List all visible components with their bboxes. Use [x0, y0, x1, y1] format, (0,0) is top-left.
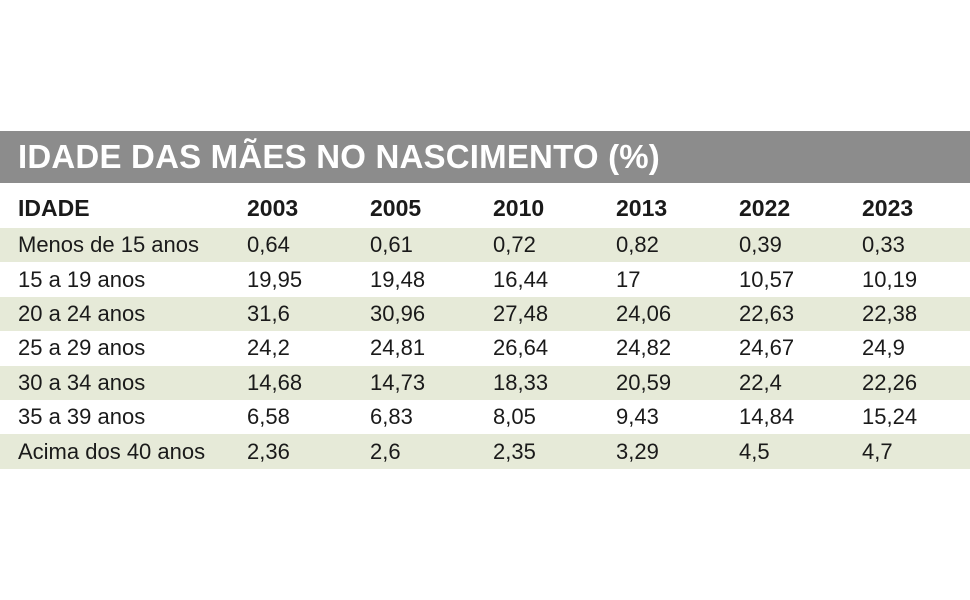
column-header-2010: 2010: [493, 195, 545, 221]
table-body: Menos de 15 anos 0,64 0,61 0,72 0,82 0,3…: [0, 228, 970, 469]
table-cell: 24,9: [845, 331, 970, 366]
column-header-2003: 2003: [247, 195, 299, 221]
table-cell: 4,7: [845, 434, 970, 469]
table-cell: 16,44: [476, 262, 599, 297]
table-cell: 6,83: [353, 399, 476, 435]
table-cell: 19,48: [353, 262, 476, 297]
table-cell: 24,82: [599, 331, 722, 366]
table-cell: 0,61: [353, 228, 476, 263]
table-cell: 26,64: [476, 331, 599, 366]
table-cell: 22,4: [722, 365, 845, 400]
table-row: 20 a 24 anos 31,6 30,96 27,48 24,06 22,6…: [0, 296, 970, 332]
column-header-idade: IDADE: [18, 195, 90, 221]
table-row: 30 a 34 anos 14,68 14,73 18,33 20,59 22,…: [0, 365, 970, 400]
table-cell: 2,36: [230, 434, 353, 469]
table-cell: 0,64: [230, 228, 353, 263]
table-cell: 24,2: [230, 331, 353, 366]
table-cell: 24,67: [722, 331, 845, 366]
infographic: IDADE DAS MÃES NO NASCIMENTO (%) IDADE 2…: [0, 131, 970, 469]
table-cell: 0,72: [476, 228, 599, 263]
row-label: 30 a 34 anos: [0, 365, 230, 400]
table-cell: 22,26: [845, 365, 970, 400]
table-cell: 4,5: [722, 434, 845, 469]
row-label: Menos de 15 anos: [0, 228, 230, 263]
table-cell: 0,82: [599, 228, 722, 263]
table-cell: 14,84: [722, 399, 845, 435]
table-cell: 14,68: [230, 365, 353, 400]
table-cell: 30,96: [353, 296, 476, 332]
column-header-2005: 2005: [370, 195, 422, 221]
table-cell: 20,59: [599, 365, 722, 400]
table-row: 25 a 29 anos 24,2 24,81 26,64 24,82 24,6…: [0, 331, 970, 366]
table-cell: 14,73: [353, 365, 476, 400]
column-header-2023: 2023: [862, 195, 914, 221]
table-cell: 22,38: [845, 296, 970, 332]
table-cell: 24,06: [599, 296, 722, 332]
table-cell: 18,33: [476, 365, 599, 400]
row-label: 15 a 19 anos: [0, 262, 230, 297]
row-label: 20 a 24 anos: [0, 296, 230, 332]
table-row: 35 a 39 anos 6,58 6,83 8,05 9,43 14,84 1…: [0, 399, 970, 435]
table-cell: 19,95: [230, 262, 353, 297]
table-cell: 9,43: [599, 399, 722, 435]
table-cell: 10,57: [722, 262, 845, 297]
table-cell: 24,81: [353, 331, 476, 366]
column-header-2013: 2013: [616, 195, 668, 221]
row-label: 25 a 29 anos: [0, 331, 230, 366]
table-cell: 22,63: [722, 296, 845, 332]
table-cell: 27,48: [476, 296, 599, 332]
row-label: 35 a 39 anos: [0, 399, 230, 435]
table-cell: 8,05: [476, 399, 599, 435]
table-cell: 10,19: [845, 262, 970, 297]
row-label: Acima dos 40 anos: [0, 434, 230, 469]
table-cell: 31,6: [230, 296, 353, 332]
column-header-2022: 2022: [739, 195, 791, 221]
chart-title: IDADE DAS MÃES NO NASCIMENTO (%): [18, 138, 660, 175]
header-row: IDADE 2003 2005 2010 2013 2022 2023: [0, 183, 970, 228]
table-row: Acima dos 40 anos 2,36 2,6 2,35 3,29 4,5…: [0, 434, 970, 469]
table-cell: 17: [599, 262, 722, 297]
table-cell: 0,39: [722, 228, 845, 263]
data-table: IDADE 2003 2005 2010 2013 2022 2023 Meno…: [0, 183, 970, 469]
table-row: 15 a 19 anos 19,95 19,48 16,44 17 10,57 …: [0, 262, 970, 297]
table-cell: 2,35: [476, 434, 599, 469]
table-row: Menos de 15 anos 0,64 0,61 0,72 0,82 0,3…: [0, 228, 970, 263]
table-cell: 3,29: [599, 434, 722, 469]
table-header: IDADE 2003 2005 2010 2013 2022 2023: [0, 183, 970, 228]
table-cell: 15,24: [845, 399, 970, 435]
table-cell: 0,33: [845, 228, 970, 263]
table-cell: 2,6: [353, 434, 476, 469]
title-bar: IDADE DAS MÃES NO NASCIMENTO (%): [0, 131, 970, 183]
table-cell: 6,58: [230, 399, 353, 435]
